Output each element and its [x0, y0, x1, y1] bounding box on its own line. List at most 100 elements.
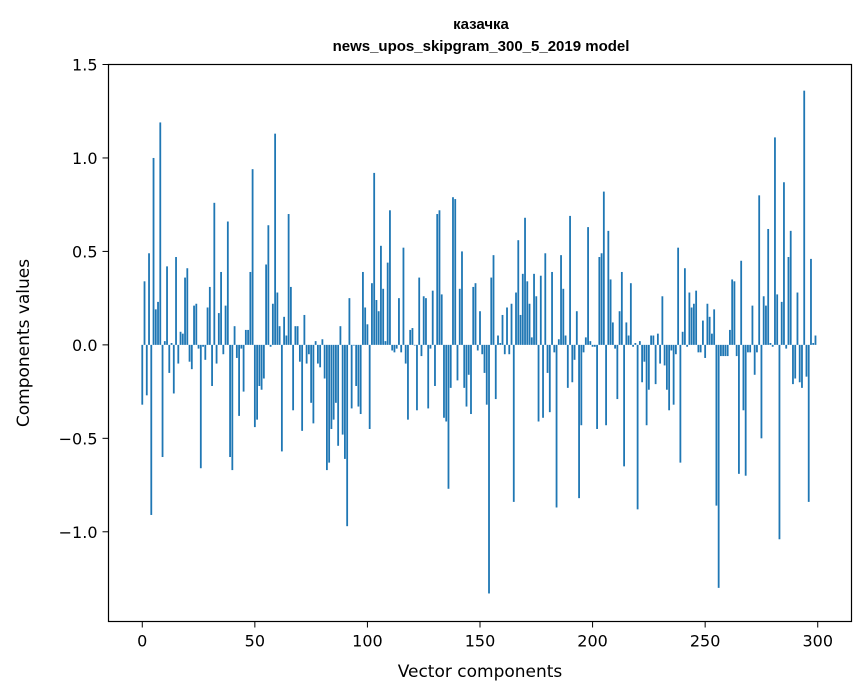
bar — [258, 344, 261, 386]
bar — [812, 343, 815, 345]
x-axis: 0 50 100 150 200 250 300 — [137, 621, 833, 651]
bar — [524, 217, 526, 345]
bar — [157, 301, 159, 345]
bar — [548, 344, 551, 413]
bar — [222, 344, 225, 355]
bar — [175, 257, 177, 345]
y-axis: −1.0 −0.5 0.0 0.5 1.0 1.5 — [59, 56, 109, 542]
bar — [803, 90, 806, 345]
bar — [708, 316, 711, 345]
bar — [512, 344, 515, 502]
bar — [485, 344, 488, 405]
bar — [760, 344, 763, 439]
bar — [242, 344, 245, 392]
bar — [650, 335, 653, 345]
bar — [717, 344, 720, 588]
bar — [303, 314, 306, 345]
bar — [436, 214, 439, 345]
y-tick-label: 1.5 — [72, 56, 97, 75]
bar — [409, 329, 412, 345]
bar — [521, 273, 524, 345]
bar — [575, 311, 578, 345]
bar — [681, 331, 684, 345]
bar — [197, 344, 200, 349]
bar — [355, 344, 358, 386]
bar — [195, 303, 198, 345]
bar — [616, 344, 619, 400]
bar — [810, 258, 812, 345]
bar — [715, 344, 718, 506]
bar — [353, 344, 355, 346]
bar — [656, 333, 659, 345]
bar — [632, 344, 634, 347]
bar — [269, 344, 272, 347]
bar — [807, 344, 810, 502]
bar — [785, 344, 788, 349]
bar — [733, 281, 736, 345]
bar — [380, 245, 382, 345]
bar — [280, 344, 283, 452]
bar — [776, 294, 779, 345]
bar — [722, 344, 725, 357]
x-tick-label: 50 — [245, 632, 265, 651]
bar — [292, 344, 295, 411]
bar — [528, 303, 531, 345]
bar — [215, 344, 218, 364]
bar — [440, 294, 443, 345]
bar — [346, 344, 349, 527]
bar — [186, 268, 189, 345]
chart-title: казачка — [453, 16, 509, 33]
bar — [589, 341, 592, 345]
bar — [535, 296, 538, 345]
bar — [497, 335, 499, 345]
bar — [692, 303, 695, 345]
bar — [533, 273, 535, 345]
bar — [553, 344, 556, 353]
bar — [262, 344, 265, 379]
bar — [233, 326, 236, 345]
bar — [551, 271, 553, 345]
bar — [584, 337, 587, 345]
bar — [328, 344, 331, 463]
bar — [526, 281, 529, 345]
bar — [384, 341, 387, 345]
bar — [449, 344, 452, 388]
bar — [771, 344, 774, 347]
x-tick-label: 100 — [352, 632, 383, 651]
bar — [319, 344, 322, 368]
bar — [431, 290, 434, 345]
bar — [593, 344, 596, 347]
bar — [443, 344, 445, 418]
bar — [217, 313, 220, 345]
bar — [697, 344, 700, 353]
bar — [240, 344, 243, 349]
bar — [202, 344, 204, 347]
bar — [452, 197, 454, 345]
bar — [643, 344, 646, 362]
bar — [224, 305, 227, 345]
bar — [620, 271, 623, 345]
bar — [792, 344, 794, 385]
bar — [143, 281, 146, 345]
bar — [783, 182, 785, 345]
bar — [393, 344, 396, 353]
x-tick-label: 250 — [690, 632, 721, 651]
bar — [310, 344, 313, 403]
bar — [641, 344, 644, 383]
bar — [382, 288, 385, 345]
bar — [294, 326, 297, 345]
bar — [596, 344, 598, 429]
bar — [301, 344, 304, 431]
bar — [756, 344, 758, 353]
bar — [220, 271, 222, 345]
bar — [395, 344, 398, 349]
bar — [537, 344, 540, 422]
bar — [366, 324, 369, 345]
bar — [665, 344, 668, 390]
bar — [652, 335, 655, 345]
bar — [557, 339, 560, 345]
bar — [774, 137, 776, 345]
bar — [805, 344, 808, 377]
bar — [688, 292, 691, 345]
bar — [332, 344, 335, 420]
